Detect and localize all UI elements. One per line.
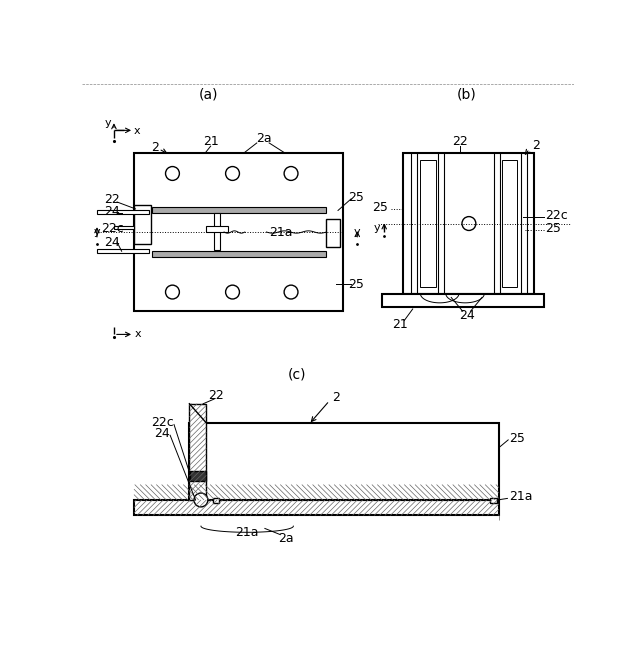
Text: y: y: [374, 223, 381, 233]
Bar: [114, 226, 134, 229]
Text: 22c: 22c: [101, 222, 124, 235]
Text: 21: 21: [203, 135, 219, 148]
Text: 22c: 22c: [151, 416, 174, 429]
Bar: [420, 160, 436, 287]
Text: 2: 2: [151, 141, 159, 154]
Text: 24: 24: [104, 235, 120, 248]
Bar: [97, 249, 149, 253]
Bar: [152, 252, 326, 257]
Bar: [134, 205, 151, 244]
Text: 22: 22: [104, 193, 120, 206]
Bar: [212, 498, 220, 503]
Bar: [490, 498, 497, 503]
Bar: [189, 404, 206, 500]
Text: 21a: 21a: [509, 489, 532, 502]
Bar: [502, 160, 517, 287]
Text: 24: 24: [155, 427, 170, 440]
Text: 21a: 21a: [269, 226, 292, 239]
Text: 2: 2: [332, 391, 340, 404]
Text: y: y: [93, 227, 100, 237]
Text: 25: 25: [349, 191, 364, 204]
Bar: [134, 500, 499, 515]
Bar: [97, 211, 149, 214]
Bar: [382, 294, 543, 307]
Bar: [134, 153, 344, 311]
Text: 25: 25: [372, 201, 388, 214]
Text: x: x: [134, 126, 140, 136]
Text: 25: 25: [545, 222, 561, 235]
Bar: [189, 423, 499, 500]
Text: 2a: 2a: [256, 133, 272, 146]
Text: 2: 2: [532, 139, 540, 152]
Bar: [190, 471, 205, 482]
Text: 25: 25: [349, 278, 364, 291]
Text: 21: 21: [392, 318, 408, 331]
Bar: [326, 219, 340, 248]
Text: 25: 25: [509, 432, 525, 445]
Text: 2a: 2a: [278, 532, 294, 545]
Text: x: x: [134, 330, 141, 339]
Text: 22: 22: [452, 135, 468, 148]
Text: 22: 22: [209, 389, 224, 402]
Bar: [152, 207, 326, 213]
Text: y: y: [354, 227, 360, 237]
Text: 24: 24: [459, 309, 474, 322]
Text: (b): (b): [457, 88, 476, 102]
Text: 22c: 22c: [545, 209, 568, 222]
Circle shape: [194, 493, 208, 507]
Text: (c): (c): [288, 367, 307, 382]
Text: 21a: 21a: [236, 526, 259, 539]
Bar: [214, 213, 220, 250]
Text: y: y: [104, 118, 111, 127]
Text: 24: 24: [104, 205, 120, 218]
Text: (a): (a): [199, 88, 218, 102]
Bar: [403, 153, 534, 294]
Bar: [206, 226, 228, 232]
